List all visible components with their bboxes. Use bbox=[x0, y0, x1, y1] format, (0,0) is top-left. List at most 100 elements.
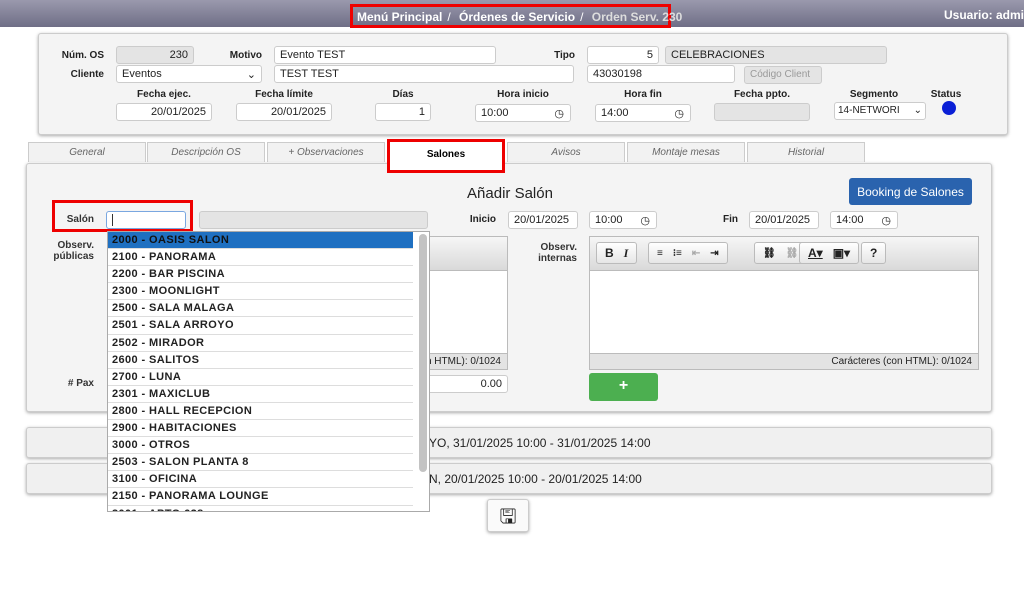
num-os-field: 230 bbox=[116, 46, 194, 64]
tab-historial[interactable]: Historial bbox=[747, 142, 865, 162]
booking-text: N, 20/01/2025 10:00 - 20/01/2025 14:00 bbox=[429, 472, 642, 486]
list-group: ≡ ⁝≡ ⇤ ⇥ bbox=[648, 242, 728, 264]
salon-input[interactable] bbox=[106, 211, 186, 229]
hora-fin-value: 14:00 bbox=[601, 107, 629, 119]
tipo-name-field: CELEBRACIONES bbox=[665, 46, 887, 64]
dropdown-option[interactable]: 3001 - APTO 628 bbox=[108, 506, 413, 512]
tab-observaciones[interactable]: + Observaciones bbox=[267, 142, 385, 162]
help-icon[interactable]: ? bbox=[861, 242, 887, 264]
save-icon: 🖫 bbox=[499, 506, 517, 528]
dropdown-option[interactable]: 2501 - SALA ARROYO bbox=[108, 317, 413, 335]
tipo-code-field[interactable]: 5 bbox=[587, 46, 659, 64]
cliente-select[interactable]: Eventos ⌄ bbox=[116, 65, 262, 83]
obs-internas-label: Observ. internas bbox=[538, 242, 577, 264]
inicio-date-field[interactable]: 20/01/2025 bbox=[508, 211, 578, 229]
dropdown-option[interactable]: 3000 - OTROS bbox=[108, 437, 413, 455]
obs-publicas-label: Observ. públicas bbox=[53, 240, 94, 262]
cliente-value: Eventos bbox=[122, 68, 162, 80]
breadcrumb-home[interactable]: Menú Principal bbox=[357, 10, 443, 24]
chevron-down-icon: ⌄ bbox=[913, 105, 922, 116]
ordered-list-icon[interactable]: ≡ bbox=[657, 247, 663, 259]
dropdown-option[interactable]: 2900 - HABITACIONES bbox=[108, 420, 413, 438]
dropdown-scrollbar[interactable] bbox=[419, 234, 427, 472]
link-icon[interactable]: ⛓ bbox=[763, 247, 776, 259]
pax-label: # Pax bbox=[67, 378, 94, 389]
dropdown-option[interactable]: 2600 - SALITOS bbox=[108, 352, 413, 369]
salon-label: Salón bbox=[66, 214, 94, 225]
italic-icon[interactable]: I bbox=[623, 245, 629, 260]
indent-icon[interactable]: ⇥ bbox=[710, 247, 719, 259]
fin-date-field[interactable]: 20/01/2025 bbox=[749, 211, 819, 229]
chevron-down-icon: ⌄ bbox=[246, 69, 256, 81]
hora-inicio-value: 10:00 bbox=[481, 107, 509, 119]
char-count-internal: Carácteres (con HTML): 0/1024 bbox=[590, 353, 978, 369]
outdent-icon[interactable]: ⇤ bbox=[691, 247, 701, 259]
dropdown-option[interactable]: 3100 - OFICINA bbox=[108, 471, 413, 489]
dropdown-option[interactable]: 2700 - LUNA bbox=[108, 369, 413, 386]
cliente-label: Cliente bbox=[70, 69, 104, 80]
form-title: Añadir Salón bbox=[467, 185, 553, 202]
inicio-time-field[interactable]: 10:00 ◷ bbox=[589, 211, 657, 229]
fecha-ppto-label: Fecha ppto. bbox=[733, 89, 791, 100]
dropdown-option[interactable]: 2200 - BAR PISCINA bbox=[108, 266, 413, 284]
clock-icon: ◷ bbox=[554, 108, 564, 120]
dropdown-option[interactable]: 2800 - HALL RECEPCION bbox=[108, 403, 413, 421]
hora-inicio-field[interactable]: 10:00 ◷ bbox=[475, 104, 571, 122]
salon-dropdown-list[interactable]: 2000 - OASIS SALON 2100 - PANORAMA 2200 - … bbox=[107, 231, 430, 512]
booking-salones-button[interactable]: Booking de Salones bbox=[849, 178, 972, 205]
dias-field[interactable]: 1 bbox=[375, 103, 431, 121]
clock-icon: ◷ bbox=[674, 108, 684, 120]
tab-general[interactable]: General bbox=[28, 142, 146, 162]
text-color-icon[interactable]: A▾ bbox=[808, 246, 823, 260]
motivo-label: Motivo bbox=[229, 50, 262, 61]
fin-label: Fin bbox=[723, 214, 738, 225]
bold-icon[interactable]: B bbox=[605, 246, 614, 260]
tab-avisos[interactable]: Avisos bbox=[507, 142, 625, 162]
motivo-field[interactable]: Evento TEST bbox=[274, 46, 496, 64]
fecha-limite-field[interactable]: 20/01/2025 bbox=[236, 103, 332, 121]
breadcrumb-current: Orden Serv. 230 bbox=[591, 10, 683, 24]
top-bar: Menú Principal / Órdenes de Servicio / Ord… bbox=[0, 0, 1024, 28]
clock-icon: ◷ bbox=[640, 215, 650, 227]
cliente-phone-field[interactable]: 43030198 bbox=[587, 65, 735, 83]
tab-montaje-mesas[interactable]: Montaje mesas bbox=[627, 142, 745, 162]
dropdown-option[interactable]: 2000 - OASIS SALON bbox=[108, 232, 413, 250]
dias-label: Días bbox=[392, 89, 414, 100]
cliente-name-field[interactable]: TEST TEST bbox=[274, 65, 574, 83]
fecha-ejec-field[interactable]: 20/01/2025 bbox=[116, 103, 212, 121]
segmento-label: Segmento bbox=[849, 89, 899, 100]
hora-fin-field[interactable]: 14:00 ◷ bbox=[595, 104, 691, 122]
color-group: A▾ ▣▾ bbox=[799, 242, 860, 264]
dropdown-option[interactable]: 2301 - MAXICLUB bbox=[108, 386, 413, 403]
dropdown-option[interactable]: 2500 - SALA MALAGA bbox=[108, 300, 413, 318]
tipo-label: Tipo bbox=[554, 50, 575, 61]
dropdown-option[interactable]: 2503 - SALON PLANTA 8 bbox=[108, 454, 413, 472]
dropdown-option[interactable]: 2502 - MIRADOR bbox=[108, 335, 413, 352]
salon-highlight bbox=[52, 200, 193, 232]
dropdown-option[interactable]: 2150 - PANORAMA LOUNGE bbox=[108, 488, 413, 506]
bullet-list-icon[interactable]: ⁝≡ bbox=[672, 247, 682, 259]
segmento-value: 14-NETWORI bbox=[838, 105, 900, 116]
unlink-icon[interactable]: ⛓ bbox=[785, 247, 799, 259]
tab-salones[interactable]: Salones bbox=[387, 139, 505, 173]
hora-inicio-label: Hora inicio bbox=[497, 89, 549, 100]
salon-name-field bbox=[199, 211, 428, 229]
segmento-select[interactable]: 14-NETWORI ⌄ bbox=[834, 102, 926, 120]
tab-descripcion[interactable]: Descripción OS bbox=[147, 142, 265, 162]
status-label: Status bbox=[930, 89, 962, 100]
inicio-time-value: 10:00 bbox=[595, 214, 623, 226]
dropdown-option[interactable]: 2100 - PANORAMA bbox=[108, 249, 413, 267]
booking-text: YO, 31/01/2025 10:00 - 31/01/2025 14:00 bbox=[429, 436, 651, 450]
add-salon-button[interactable]: + bbox=[589, 373, 658, 401]
status-indicator bbox=[942, 101, 956, 115]
codigo-cliente-button[interactable]: Código Client bbox=[744, 66, 822, 84]
hora-fin-label: Hora fin bbox=[624, 89, 662, 100]
dropdown-option[interactable]: 2300 - MOONLIGHT bbox=[108, 283, 413, 301]
fin-time-field[interactable]: 14:00 ◷ bbox=[830, 211, 898, 229]
bg-color-icon[interactable]: ▣▾ bbox=[832, 246, 851, 260]
save-button[interactable]: 🖫 bbox=[487, 499, 529, 532]
num-os-label: Núm. OS bbox=[61, 50, 104, 61]
breadcrumb-orders[interactable]: Órdenes de Servicio bbox=[459, 10, 576, 24]
